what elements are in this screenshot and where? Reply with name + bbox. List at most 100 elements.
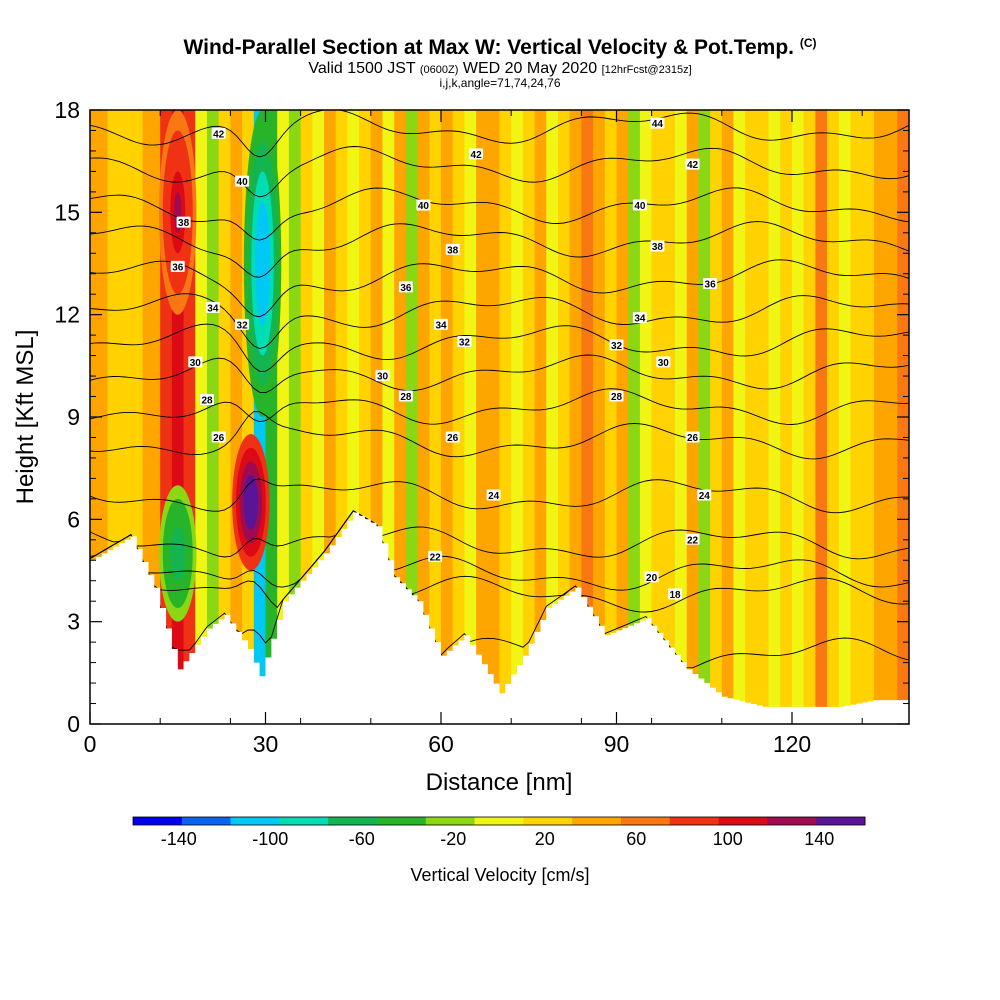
contour-label-text: 42: [471, 150, 483, 161]
contour-label-text: 32: [459, 337, 471, 348]
contour-label-30: 30: [375, 370, 390, 383]
subtitle-date: WED 20 May 2020: [462, 60, 598, 77]
velocity-column: [663, 110, 676, 724]
colorbar-frame: [132, 816, 866, 826]
contour-label-text: 28: [400, 392, 412, 403]
velocity-column: [429, 110, 442, 724]
contour-label-text: 30: [377, 372, 389, 383]
contour-label-34: 34: [434, 318, 448, 331]
contour-label-26: 26: [445, 431, 460, 444]
contour-label-text: 18: [669, 590, 681, 601]
contour-label-text: 30: [190, 358, 202, 369]
velocity-column: [195, 110, 208, 724]
velocity-column: [604, 110, 618, 724]
y-tick-label: 18: [54, 97, 80, 123]
velocity-column: [745, 110, 758, 724]
contour-label-bg: [457, 335, 472, 347]
contour-label-30: 30: [188, 356, 203, 369]
velocity-column: [675, 110, 688, 724]
isentrope-36: [90, 259, 909, 318]
contour-label-44: 44: [650, 117, 665, 130]
colorbar-segment: [767, 817, 817, 825]
velocity-column: [885, 110, 898, 724]
contour-label-bg: [416, 199, 431, 211]
contour-label-18: 18: [668, 588, 682, 601]
contour-label-bg: [235, 318, 250, 330]
colorbar-tick-label: 60: [626, 829, 646, 849]
colorbar-segment: [523, 817, 573, 825]
x-tick-label: 30: [253, 731, 279, 757]
contour-label-38: 38: [445, 243, 460, 256]
isentrope-18: [90, 510, 909, 613]
contour-label-text: 38: [178, 218, 190, 229]
contour-label-text: 20: [646, 573, 658, 584]
contour-label-28: 28: [200, 393, 214, 406]
contour-label-32: 32: [235, 318, 250, 331]
contour-label-bg: [632, 199, 647, 211]
colorbar-segment: [621, 817, 671, 825]
contour-label-26: 26: [211, 431, 226, 444]
velocity-column: [792, 110, 805, 724]
velocity-column: [534, 110, 547, 724]
isentrope-22: [90, 510, 909, 560]
contour-label-42: 42: [469, 148, 484, 161]
contour-label-text: 28: [201, 395, 213, 406]
contour-label-26: 26: [685, 431, 700, 444]
velocity-column: [499, 110, 512, 724]
contour-label-bg: [668, 588, 682, 600]
contour-label-text: 26: [213, 433, 225, 444]
velocity-column: [721, 110, 735, 724]
contour-label-34: 34: [632, 312, 647, 325]
colorbar-tick-label: -60: [349, 829, 375, 849]
contour-label-text: 22: [430, 552, 442, 563]
velocity-column: [698, 110, 711, 724]
contour-label-bg: [486, 489, 501, 501]
contour-label-text: 42: [687, 160, 699, 171]
velocity-column: [218, 110, 231, 724]
contour-label-bg: [644, 571, 659, 583]
contour-label-36: 36: [170, 260, 185, 273]
contour-label-42: 42: [685, 158, 700, 171]
chart-subtitle: Valid 1500 JST (0600Z) WED 20 May 2020 […: [0, 60, 1000, 78]
velocity-column: [230, 110, 243, 724]
contour-label-text: 40: [418, 201, 430, 212]
contour-label-bg: [445, 243, 460, 255]
velocity-column: [827, 110, 840, 724]
contour-label-36: 36: [398, 281, 413, 294]
colorbar-segment: [328, 817, 378, 825]
isentrope-24: [90, 478, 909, 514]
colorbar-tick-label: 20: [535, 829, 555, 849]
contour-label-bg: [398, 390, 413, 402]
contour-label-bg: [176, 216, 191, 228]
y-tick-label: 15: [54, 199, 80, 225]
contour-label-bg: [650, 240, 665, 252]
contour-label-text: 22: [687, 535, 699, 546]
velocity-core: [174, 539, 182, 568]
chart-title-tag: (C): [799, 36, 817, 50]
colorbar-segment: [572, 817, 622, 825]
subtitle-fcst: [12hrFcst@2315z]: [601, 64, 692, 76]
velocity-column: [394, 110, 407, 724]
colorbar-segment: [377, 817, 427, 825]
contour-label-text: 34: [435, 320, 447, 331]
velocity-core: [258, 232, 267, 295]
colorbar-title: Vertical Velocity [cm/s]: [410, 865, 589, 885]
velocity-column: [405, 110, 419, 724]
colorbar-segment: [230, 817, 280, 825]
contour-label-bg: [609, 390, 624, 402]
x-axis-title: Distance [nm]: [426, 769, 573, 796]
velocity-column: [686, 110, 699, 724]
colorbar-segment: [133, 817, 183, 825]
contour-label-32: 32: [609, 339, 624, 352]
contour-label-36: 36: [703, 277, 718, 290]
contour-label-38: 38: [650, 240, 665, 253]
subtitle-main: Valid 1500 JST: [308, 60, 416, 77]
contour-label-text: 30: [658, 358, 670, 369]
contour-label-38: 38: [176, 216, 191, 229]
contour-label-text: 28: [611, 392, 623, 403]
contour-label-text: 34: [207, 303, 219, 314]
contour-label-40: 40: [416, 199, 431, 212]
contour-label-bg: [170, 260, 185, 272]
subtitle-utc: (0600Z): [419, 64, 459, 76]
contour-label-text: 24: [699, 491, 711, 502]
